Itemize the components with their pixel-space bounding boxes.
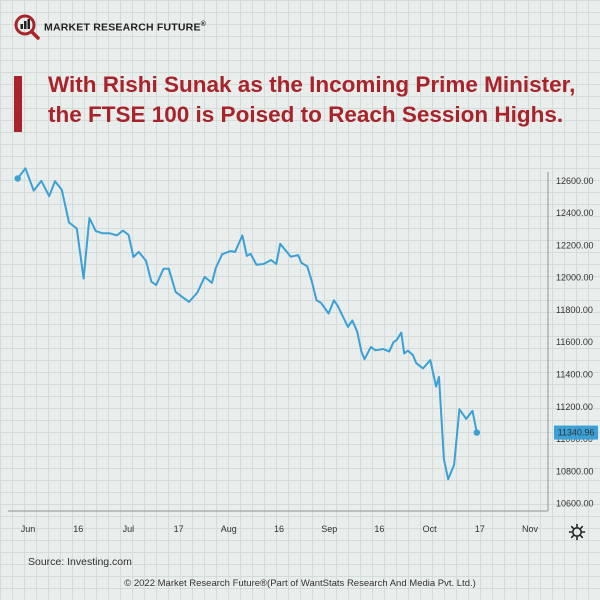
market-research-future-logo-icon (14, 14, 40, 40)
x-tick-label: Oct (423, 524, 438, 534)
x-tick-label: Jul (123, 524, 135, 534)
last-value-badge (554, 425, 598, 440)
brand-logo: MARKET RESEARCH FUTURE® (14, 14, 206, 40)
x-tick-label: 17 (475, 524, 485, 534)
x-tick-label: Jun (21, 524, 36, 534)
y-tick-label: 11800.00 (556, 305, 593, 315)
x-tick-label: 17 (174, 524, 184, 534)
brand-name: MARKET RESEARCH FUTURE® (44, 20, 207, 34)
last-data-point (473, 429, 481, 436)
gear-icon[interactable] (568, 523, 586, 541)
source-note: Source: Investing.com (28, 556, 132, 568)
y-tick-label: 12200.00 (556, 240, 594, 250)
x-tick-label: 16 (274, 524, 284, 534)
x-tick-label: Sep (321, 524, 337, 534)
y-tick-label: 11200.00 (556, 402, 593, 412)
first-data-point (14, 175, 21, 182)
x-tick-label: 16 (73, 524, 83, 534)
y-tick-label: 11600.00 (556, 337, 593, 347)
y-tick-label: 10600.00 (556, 499, 594, 509)
y-tick-label: 10800.00 (556, 466, 594, 476)
x-tick-label: Aug (221, 524, 237, 534)
chart-title: With Rishi Sunak as the Incoming Prime M… (48, 72, 576, 127)
y-tick-label: 11400.00 (556, 369, 593, 379)
footer-copyright: © 2022 Market Research Future®(Part of W… (124, 578, 476, 589)
y-tick-label: 12600.00 (556, 176, 594, 186)
y-tick-label: 12000.00 (556, 273, 594, 283)
last-value-label: 11340.96 (558, 428, 595, 438)
x-tick-label: 16 (374, 524, 384, 534)
y-tick-label: 12400.00 (556, 208, 594, 218)
line-chart: Jun 16 Jul 17 Aug 16 Sep 16 Oct 17 Nov 10600.00 108… (8, 167, 598, 541)
x-tick-label: Nov (522, 524, 539, 534)
title-accent-bar (14, 76, 22, 132)
ftse-100-series-line (16, 167, 478, 481)
